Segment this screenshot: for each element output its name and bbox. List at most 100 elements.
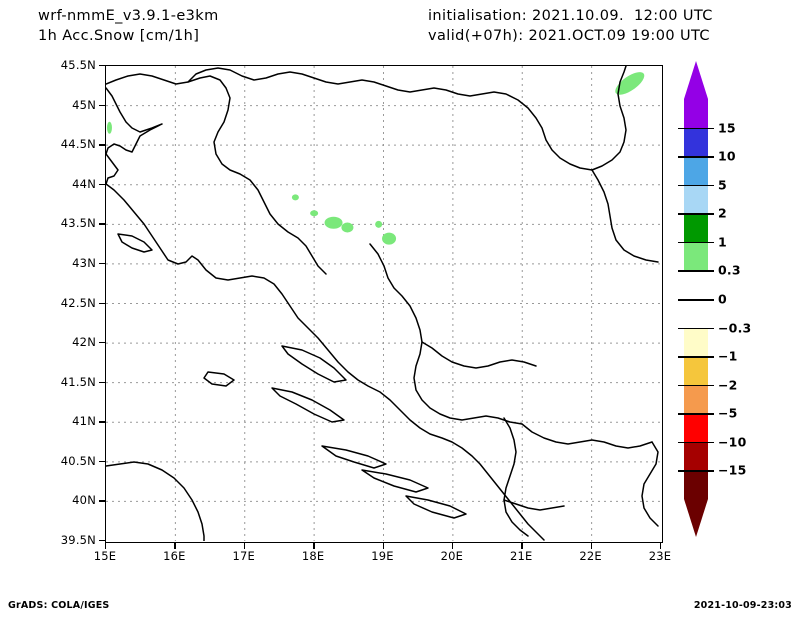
y-axis-tick-label: 40N (72, 493, 96, 508)
footer-timestamp: 2021-10-09-23:03 (693, 600, 792, 611)
colorbar-legend[interactable]: 15 10 5 2 1 0.3 0 −0.3 −1 −2 −5 −10 −15 (678, 61, 751, 537)
colorbar-band (684, 441, 708, 471)
x-axis-tick-mark (521, 543, 523, 549)
y-axis-tick-mark (99, 500, 105, 502)
y-axis-tick-label: 43N (72, 255, 96, 270)
x-axis-tick-mark (382, 543, 384, 549)
colorbar-tick-line (678, 384, 714, 387)
x-axis-tick-label: 15E (93, 549, 117, 563)
x-axis-tick-label: 17E (232, 549, 255, 563)
colorbar-tick-label: −2 (718, 377, 738, 393)
y-axis-tick-mark (99, 262, 105, 265)
colorbar-tick-label: −5 (718, 405, 738, 421)
colorbar-band (684, 213, 708, 243)
colorbar-tick-line (678, 470, 714, 472)
colorbar-tick-label: 0.3 (718, 262, 741, 278)
colorbar-band (684, 470, 708, 500)
colorbar-tick-line (678, 156, 714, 158)
x-axis-tick-mark (243, 543, 246, 549)
map-plot-area[interactable] (105, 65, 663, 543)
y-axis-tick-label: 41N (72, 414, 96, 429)
field-title: 1h Acc.Snow [cm/1h] (38, 28, 200, 44)
y-axis-tick-mark (99, 540, 105, 542)
colorbar-tick-label: −0.3 (718, 320, 752, 336)
colorbar-tick-line (678, 327, 714, 330)
x-axis-tick-mark (105, 543, 107, 549)
x-axis-tick-label: 16E (163, 549, 186, 563)
snow-patch-coast (106, 121, 112, 134)
colorbar-band (684, 299, 708, 329)
snow-patch-central-4 (341, 222, 354, 233)
colorbar-tick-line (678, 441, 714, 444)
y-axis-tick-mark (99, 342, 105, 344)
y-axis-tick-mark (99, 144, 105, 146)
y-axis-tick-label: 42N (72, 335, 96, 350)
colorbar-tick-label: 1 (718, 234, 727, 250)
y-axis-tick-label: 43.5N (60, 216, 96, 231)
map-vector-layer (106, 66, 661, 541)
snow-patch-central-1 (291, 194, 299, 201)
x-axis-tick-mark (590, 543, 593, 549)
colorbar-tick-line (678, 299, 714, 301)
header-right-block: initialisation: 2021.10.09. 12:00 UTC va… (428, 6, 713, 46)
colorbar-band (684, 241, 708, 271)
colorbar-tick-label: 2 (718, 205, 727, 221)
x-axis-tick-label: 23E (648, 549, 672, 563)
x-axis-tick-label: 18E (301, 549, 325, 563)
y-axis-tick-label: 44N (72, 176, 96, 191)
colorbar-tick-line (678, 241, 714, 244)
colorbar-tick-label: −10 (718, 434, 747, 450)
y-axis-tick-mark (99, 65, 105, 67)
colorbar-band (684, 356, 708, 386)
y-axis-tick-label: 45N (72, 97, 96, 112)
y-axis-tick-label: 39.5N (60, 533, 96, 547)
valid-time: valid(+07h): 2021.OCT.09 19:00 UTC (428, 28, 710, 44)
y-axis-tick-label: 42.5N (60, 295, 96, 310)
y-axis-tick-mark (99, 302, 105, 304)
colorbar-band (684, 413, 708, 443)
x-axis-tick-label: 19E (371, 549, 394, 563)
y-axis-tick-mark (99, 104, 105, 106)
y-axis-tick-label: 44.5N (60, 137, 96, 152)
y-axis-tick-mark (99, 421, 105, 423)
y-axis-tick-label: 40.5N (60, 453, 96, 468)
colorbar-tick-line (678, 213, 714, 215)
colorbar-tick-label: 15 (718, 120, 736, 136)
footer-credit: GrADS: COLA/IGES (8, 600, 110, 611)
snow-patch-se (382, 232, 397, 245)
gridlines-group (106, 66, 661, 541)
x-axis-tick-label: 21E (510, 549, 533, 563)
initialisation-time: initialisation: 2021.10.09. 12:00 UTC (428, 8, 713, 24)
y-axis-tick-label: 45.5N (60, 58, 96, 72)
colorbar-tick-line (678, 413, 714, 415)
y-axis-tick-mark (99, 381, 105, 384)
colorbar-under-arrow (684, 499, 708, 537)
x-axis-tick-label: 22E (579, 549, 602, 563)
model-title: wrf-nmmE_v3.9.1-e3km (38, 8, 219, 24)
colorbar-tick-line (678, 270, 714, 272)
colorbar-band (684, 156, 708, 186)
colorbar-tick-label: −15 (718, 462, 747, 478)
snow-patch-central-3 (324, 216, 343, 229)
y-axis-tick-mark (99, 460, 105, 463)
x-axis-tick-label: 20E (440, 549, 464, 563)
header-left-block: wrf-nmmE_v3.9.1-e3km 1h Acc.Snow [cm/1h] (38, 6, 219, 46)
colorbar-tick-label: 10 (718, 148, 736, 164)
colorbar-tick-line (678, 127, 714, 130)
coastline-border-group (106, 66, 659, 541)
colorbar-band (684, 127, 708, 157)
colorbar-tick-label: 0 (718, 291, 727, 307)
colorbar-band (684, 184, 708, 214)
snow-patch-central-2 (310, 210, 319, 217)
x-axis-tick-mark (174, 543, 176, 549)
y-axis-tick-label: 41.5N (60, 374, 96, 389)
y-axis-tick-mark (99, 223, 105, 225)
y-axis-tick-mark (99, 183, 105, 186)
colorbar-band (684, 270, 708, 300)
colorbar-tick-label: −1 (718, 348, 738, 364)
colorbar-band (684, 99, 708, 129)
snow-shading-group (106, 72, 645, 245)
x-axis-tick-mark (313, 543, 315, 549)
snow-patch-east (375, 220, 383, 228)
colorbar-over-arrow (684, 61, 708, 99)
